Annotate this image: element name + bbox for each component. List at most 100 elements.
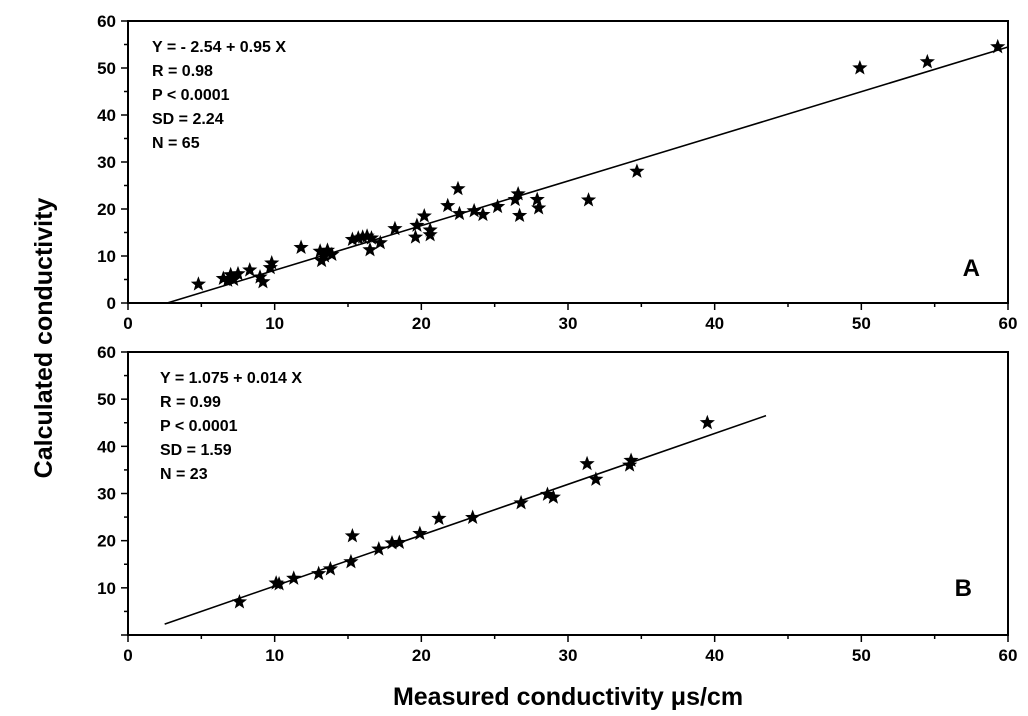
panel-a-data-point — [409, 217, 425, 232]
panel-b-y-tick-label: 40 — [97, 437, 116, 456]
panel-a-data-point — [355, 229, 371, 244]
panel-a-data-point — [264, 255, 280, 270]
panel-a-data-point — [223, 266, 239, 282]
panel-a-data-point — [422, 222, 438, 237]
panel-a-data-point — [629, 163, 645, 178]
panel-a-data-point — [324, 246, 340, 262]
panel-b-x-tick-label: 30 — [559, 646, 578, 665]
panel-a-y-tick-label: 0 — [107, 294, 116, 313]
panel-a-x-tick-label: 10 — [265, 314, 284, 333]
panel-a-stat-line: R = 0.98 — [152, 63, 213, 80]
panel-a-x-tick-label: 0 — [123, 314, 132, 333]
panel-a-y-tick-label: 50 — [97, 59, 116, 78]
panel-b-data-point — [545, 489, 561, 504]
panel-b-data-point — [431, 510, 447, 525]
panel-a-data-point — [529, 191, 545, 207]
panel-a-data-point — [511, 207, 528, 223]
panel-a-letter: A — [963, 255, 980, 282]
panel-a-data-point — [489, 198, 506, 214]
panel-b-data-point — [384, 535, 400, 550]
panel-a-data-point — [451, 205, 468, 221]
panel-a-data-point — [387, 220, 403, 236]
panel-a-data-point — [475, 206, 491, 222]
panel-b-data-point — [286, 570, 302, 585]
panel-a-x-tick-label: 60 — [999, 314, 1018, 333]
panel-b-regression-line — [164, 414, 767, 625]
panel-a-data-point — [852, 60, 868, 75]
panel-b-data-point — [371, 541, 387, 556]
panel-b-stat-line: R = 0.99 — [160, 394, 221, 411]
panel-b-data-point — [588, 471, 604, 486]
panel-a-stat-line: N = 65 — [152, 135, 200, 152]
panel-a-y-tick-label: 40 — [97, 106, 116, 125]
panel-a-data-point — [422, 226, 438, 242]
panel-a-stat-line: SD = 2.24 — [152, 111, 224, 128]
panel-b-y-tick-label: 20 — [97, 532, 116, 551]
panel-a-regression-line — [166, 46, 1009, 304]
panel-a-data-point — [252, 269, 268, 284]
panel-a-data-point — [363, 230, 380, 245]
panel-b-data-point — [465, 509, 481, 525]
panel-b-data-point — [344, 527, 361, 543]
panel-a-data-point — [293, 239, 309, 255]
panel-b-data-point — [513, 494, 529, 510]
panel-a-data-point — [450, 180, 466, 196]
panel-b-stat-line: N = 23 — [160, 466, 208, 483]
panel-b-x-tick-label: 10 — [265, 646, 284, 665]
panel-b-y-tick-label: 50 — [97, 390, 116, 409]
panel-a-stat-line: P < 0.0001 — [152, 87, 230, 104]
panel-a-data-point — [407, 229, 424, 244]
panel-a-x-tick-label: 40 — [705, 314, 724, 333]
panel-b-x-tick-label: 0 — [123, 646, 132, 665]
panel-b-data-point — [699, 414, 715, 430]
panel-a-data-point — [359, 228, 375, 243]
panel-b-data-point — [311, 565, 327, 581]
panel-b-data-point — [391, 534, 407, 550]
panel-a-data-point — [215, 270, 231, 286]
panel-b-data-point — [343, 553, 359, 569]
y-axis-title: Calculated conductivity — [30, 198, 58, 479]
panel-b-data-point — [623, 452, 639, 467]
panel-b-data-point — [412, 525, 428, 541]
panel-b-x-tick-label: 20 — [412, 646, 431, 665]
x-axis-title: Measured conductivity μs/cm — [393, 683, 743, 711]
panel-b-plot: 0 10 20 30 40 50 60 10 20 30 40 50 60 Y = 1.075 + 0.0… — [97, 343, 1017, 665]
panel-b-stat-line: Y = 1.075 + 0.014 X — [160, 370, 302, 387]
panel-a-x-tick-label: 50 — [852, 314, 871, 333]
panel-a-data-point — [230, 265, 246, 281]
panel-a-stat-line: Y = - 2.54 + 0.95 X — [152, 39, 286, 56]
panel-b-letter: B — [955, 575, 972, 602]
panel-a-y-tick-label: 10 — [97, 247, 116, 266]
panel-a-data-point — [416, 208, 432, 223]
panel-b-x-tick-label: 60 — [999, 646, 1018, 665]
panel-a-data-point — [344, 231, 361, 247]
panel-a-data-point — [919, 53, 935, 69]
panel-a-y-tick-label: 60 — [97, 12, 116, 31]
panel-a-data-point — [319, 242, 336, 257]
panel-a-data-point — [312, 243, 328, 258]
panel-b-data-point — [271, 576, 287, 591]
panel-a-plot: 0 10 20 30 40 50 60 0 10 20 30 40 50 60 Y = - 2.54 + 0… — [97, 12, 1017, 333]
panel-a-data-point — [531, 200, 547, 215]
panel-a-data-point — [350, 230, 366, 245]
panel-b-data-point — [322, 560, 339, 576]
panel-b-y-tick-label: 10 — [97, 579, 116, 598]
panel-a-y-tick-label: 20 — [97, 200, 116, 219]
panel-a-frame — [127, 20, 1009, 304]
panel-b-y-tick-label: 30 — [97, 485, 116, 504]
panel-a-data-point — [190, 276, 207, 291]
panel-a-data-point — [372, 234, 388, 250]
panel-b-frame — [127, 351, 1009, 636]
panel-b-x-tick-label: 50 — [852, 646, 871, 665]
panel-a-data-point — [580, 192, 597, 207]
panel-a-data-point — [242, 262, 258, 277]
panel-a-data-point — [362, 241, 378, 257]
panel-a-x-tick-label: 30 — [559, 314, 578, 333]
panel-a-data-point — [510, 185, 526, 201]
panel-b-x-tick-label: 40 — [705, 646, 724, 665]
panel-a-data-point — [225, 271, 242, 286]
panel-a-data-point — [990, 38, 1006, 54]
panel-a-x-tick-label: 20 — [412, 314, 431, 333]
panel-a-data-point — [255, 273, 271, 289]
